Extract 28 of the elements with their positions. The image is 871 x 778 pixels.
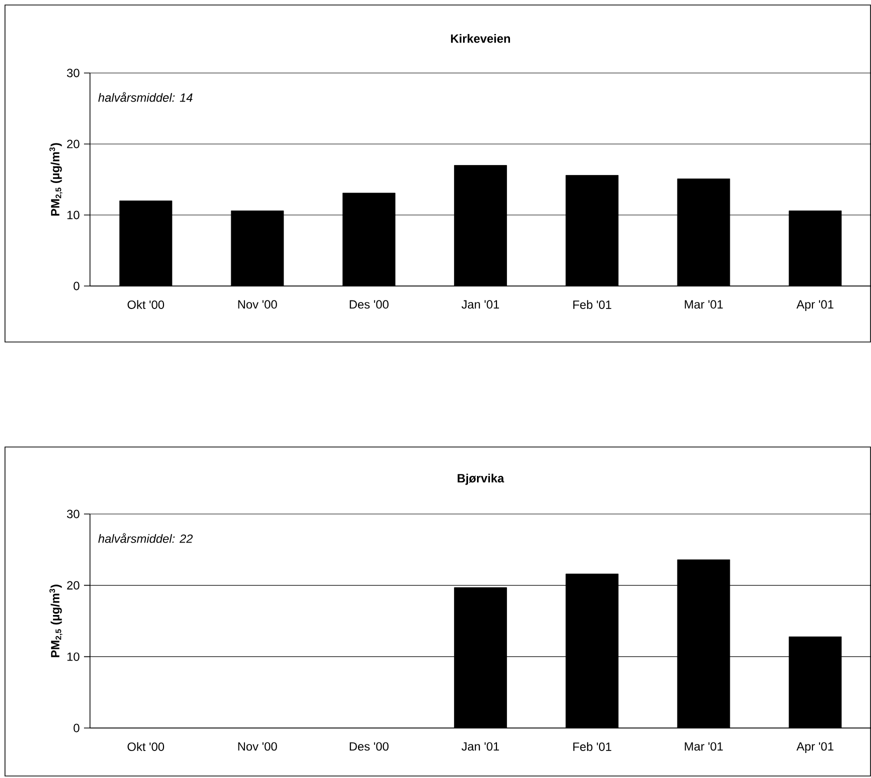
x-tick-label: Okt '00: [128, 300, 164, 309]
x-tick-label: Jan '01: [462, 742, 499, 751]
x-tick-label: Des '00: [350, 742, 389, 751]
y-tick-label: 10: [67, 210, 80, 220]
annotation: halvårsmiddel: 22: [98, 533, 193, 543]
y-tick-label: 10: [67, 652, 80, 661]
y-tick-label: 20: [67, 140, 80, 148]
y-tick-label: 20: [67, 581, 80, 590]
x-tick-label: Apr '01: [796, 300, 834, 312]
x-tick-label: Okt '00: [128, 742, 164, 751]
y-axis-title: PM$_{2,5}$ (µg/m$^{3}$): [49, 584, 62, 658]
y-tick-label: 30: [66, 68, 80, 78]
x-tick-label: Apr '01: [796, 742, 834, 754]
x-tick-label: Feb '01: [573, 742, 612, 751]
x-tick-label: Nov '00: [238, 742, 277, 751]
x-tick-label: Des '00: [350, 300, 389, 309]
y-axis-title: PM$_{2,5}$ (µg/m$^{3}$): [49, 143, 62, 216]
chart-title: Bjørvika: [458, 474, 504, 485]
chart-title: Kirkeveien: [451, 34, 510, 43]
annotation: halvårsmiddel: 14: [98, 92, 192, 102]
y-tick-label: 0: [74, 282, 80, 290]
y-tick-label: 0: [74, 724, 80, 732]
x-tick-label: Mar '01: [684, 742, 723, 751]
x-tick-label: Jan '01: [462, 300, 499, 309]
x-tick-label: Mar '01: [684, 300, 723, 309]
x-tick-label: Nov '00: [238, 300, 277, 309]
y-tick-label: 30: [66, 510, 80, 518]
x-tick-label: Feb '01: [573, 300, 612, 309]
